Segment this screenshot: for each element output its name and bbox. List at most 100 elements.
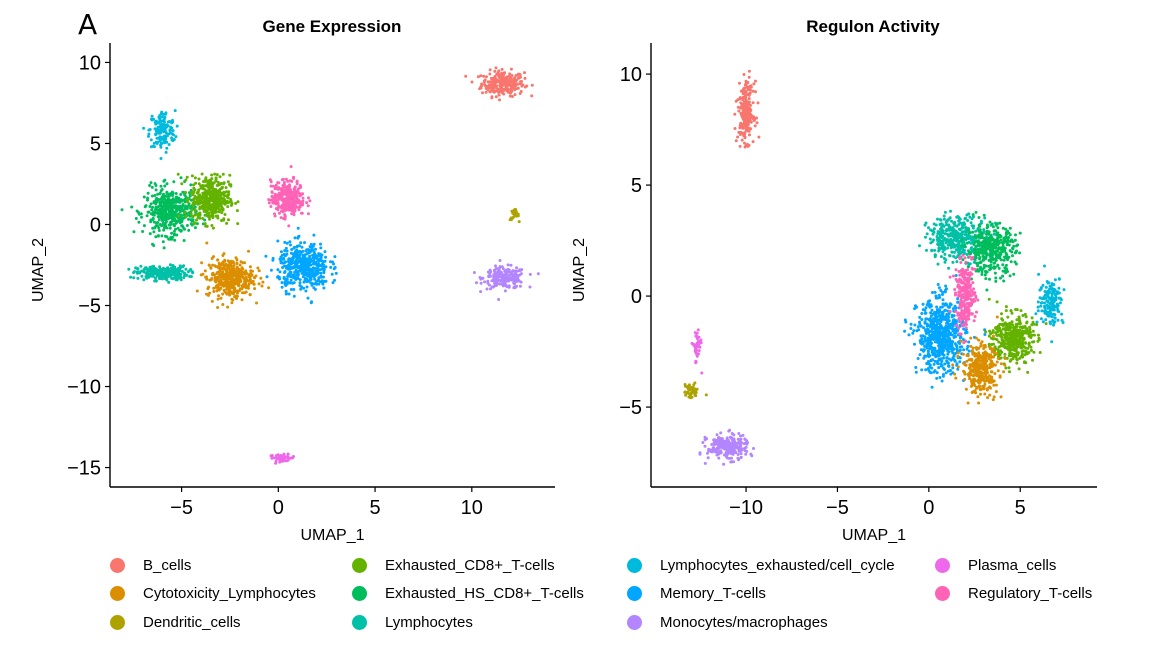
point	[949, 373, 952, 376]
point	[150, 202, 153, 205]
point	[162, 268, 165, 271]
point	[688, 383, 691, 386]
point	[160, 157, 163, 160]
point	[722, 463, 725, 466]
point	[934, 253, 937, 256]
point	[964, 217, 967, 220]
point	[949, 210, 952, 213]
point	[269, 205, 272, 208]
point	[301, 204, 304, 207]
point	[222, 208, 225, 211]
point	[235, 262, 238, 265]
point	[715, 447, 718, 450]
point	[215, 177, 218, 180]
point	[959, 252, 962, 255]
point	[228, 183, 231, 186]
point	[283, 253, 286, 256]
point	[226, 205, 229, 208]
point	[226, 306, 229, 309]
point	[249, 265, 252, 268]
point	[153, 142, 156, 145]
point	[945, 238, 948, 241]
point	[958, 242, 961, 245]
point	[211, 199, 214, 202]
point	[152, 218, 155, 221]
point	[314, 261, 317, 264]
point	[945, 359, 948, 362]
point	[512, 286, 515, 289]
point	[255, 302, 258, 305]
point	[506, 85, 509, 88]
point	[298, 244, 301, 247]
point	[943, 215, 946, 218]
point	[287, 184, 290, 187]
point	[147, 270, 150, 273]
point	[1003, 266, 1006, 269]
point	[211, 264, 214, 267]
point	[932, 233, 935, 236]
point	[980, 260, 983, 263]
point	[239, 287, 242, 290]
point	[204, 176, 207, 179]
point	[270, 185, 273, 188]
point	[738, 439, 741, 442]
point	[969, 252, 972, 255]
point	[745, 125, 748, 128]
point	[473, 271, 476, 274]
point	[194, 182, 197, 185]
point	[933, 363, 936, 366]
point	[321, 283, 324, 286]
point	[213, 173, 216, 176]
point	[719, 437, 722, 440]
point	[306, 252, 309, 255]
point	[253, 276, 256, 279]
point	[998, 267, 1001, 270]
point	[241, 285, 244, 288]
point	[167, 281, 170, 284]
point	[150, 145, 153, 148]
point	[242, 277, 245, 280]
point	[173, 239, 176, 242]
point	[293, 246, 296, 249]
point	[173, 233, 176, 236]
point	[973, 248, 976, 251]
point	[515, 214, 518, 217]
point	[307, 212, 310, 215]
point	[1010, 260, 1013, 263]
point	[745, 450, 748, 453]
point	[179, 193, 182, 196]
point	[1049, 322, 1052, 325]
point	[270, 457, 273, 460]
y-tick-label: 0	[90, 214, 101, 236]
point	[307, 264, 310, 267]
point	[1057, 310, 1060, 313]
point	[307, 196, 310, 199]
point	[212, 227, 215, 230]
point	[1003, 259, 1006, 262]
point	[941, 232, 944, 235]
point	[688, 388, 691, 391]
point	[487, 80, 490, 83]
point	[156, 271, 159, 274]
point	[995, 224, 998, 227]
point	[961, 239, 964, 242]
point	[515, 210, 518, 213]
point	[147, 192, 150, 195]
point	[496, 272, 499, 275]
point	[918, 244, 921, 247]
point	[471, 81, 474, 84]
point	[948, 306, 951, 309]
point	[502, 267, 505, 270]
point	[325, 280, 328, 283]
point	[285, 293, 288, 296]
point	[171, 138, 174, 141]
point	[169, 270, 172, 273]
point	[971, 235, 974, 238]
point	[249, 272, 252, 275]
point	[930, 371, 933, 374]
point	[978, 257, 981, 260]
point	[307, 204, 310, 207]
point	[244, 285, 247, 288]
point	[305, 201, 308, 204]
point	[212, 290, 215, 293]
